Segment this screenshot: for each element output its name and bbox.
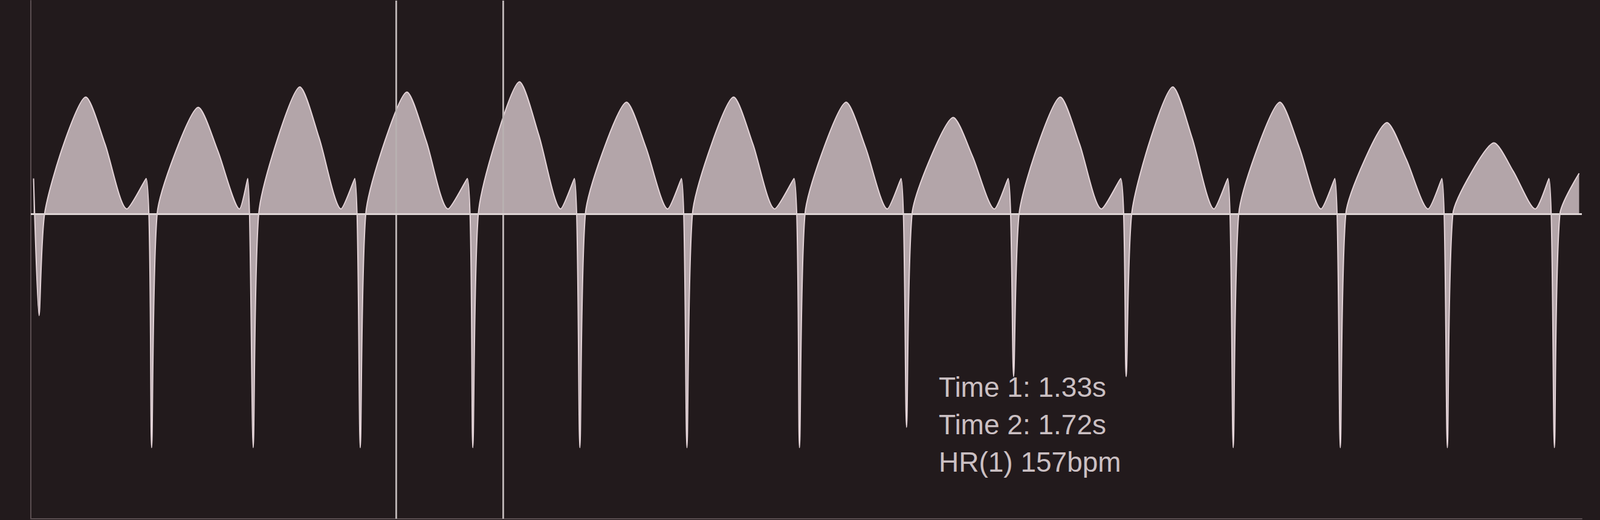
svg-text:Time 1: 1.33s: Time 1: 1.33s — [938, 371, 1107, 404]
svg-text:HR(1) 157bpm: HR(1) 157bpm — [938, 446, 1122, 479]
svg-text:Time 2: 1.72s: Time 2: 1.72s — [938, 409, 1107, 441]
